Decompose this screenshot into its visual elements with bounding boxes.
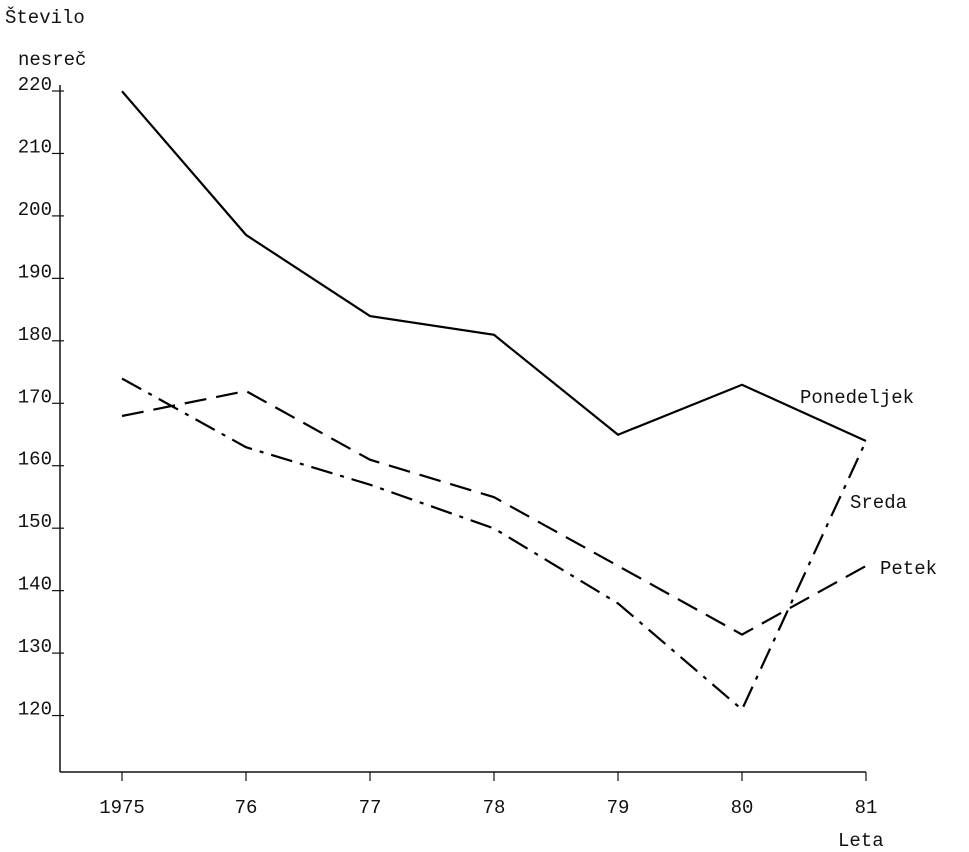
- series-label: Ponedeljek: [800, 387, 914, 409]
- y-tick-label: 160: [18, 449, 52, 471]
- series-line: [121, 90, 867, 442]
- x-tick-label: 80: [731, 797, 754, 819]
- y-tick-label: 180: [18, 324, 52, 346]
- x-tick-label: 81: [855, 797, 878, 819]
- y-tick-label: 170: [18, 386, 52, 408]
- y-tick-label: 200: [18, 199, 52, 221]
- y-tick-label: 150: [18, 511, 52, 533]
- y-tick-label: 210: [18, 136, 52, 158]
- x-tick-label: 79: [607, 797, 630, 819]
- x-tick-label: 76: [235, 797, 258, 819]
- series-label: Sreda: [850, 492, 907, 514]
- y-tick-label: 130: [18, 636, 52, 658]
- y-tick-label: 120: [18, 699, 52, 721]
- series-line: [121, 389, 867, 636]
- series-label: Petek: [880, 558, 937, 580]
- series-line: [121, 377, 867, 712]
- y-tick-label: 220: [18, 74, 52, 96]
- y-axis-label: Število: [5, 7, 85, 29]
- y-axis-label: nesreč: [18, 49, 86, 71]
- y-tick-label: 140: [18, 574, 52, 596]
- x-tick-label: 77: [359, 797, 382, 819]
- x-axis-label: Leta: [838, 830, 884, 852]
- y-tick-label: 190: [18, 261, 52, 283]
- x-tick-label: 78: [483, 797, 506, 819]
- x-tick-label: 1975: [99, 797, 145, 819]
